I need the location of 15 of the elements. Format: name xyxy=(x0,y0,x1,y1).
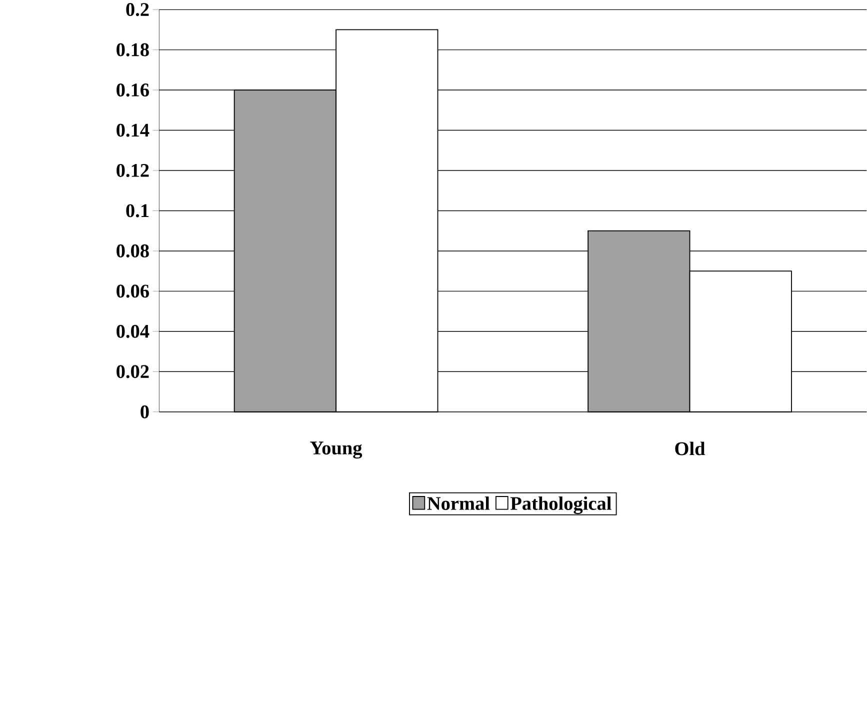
y-tick-label: 0.08 xyxy=(116,244,149,258)
y-tick-label: 0.18 xyxy=(116,44,149,57)
y-tick-label: 0.12 xyxy=(116,164,149,178)
y-tick-label: 0.1 xyxy=(126,204,149,218)
y-tick-label: 0.14 xyxy=(116,124,150,138)
y-tick-label: 0.2 xyxy=(126,3,149,16)
legend-label: Pathological xyxy=(510,496,612,514)
y-tick-label: 0.04 xyxy=(116,325,150,338)
legend-label: Normal xyxy=(427,496,490,510)
y-tick-label: 0.06 xyxy=(116,284,149,298)
y-tick-label: 0.16 xyxy=(116,84,149,97)
x-tick-label: Young xyxy=(310,442,362,459)
y-tick-label: 0 xyxy=(140,406,149,419)
x-tick-label: Old xyxy=(675,442,706,456)
y-tick-label: 0.02 xyxy=(116,365,149,378)
